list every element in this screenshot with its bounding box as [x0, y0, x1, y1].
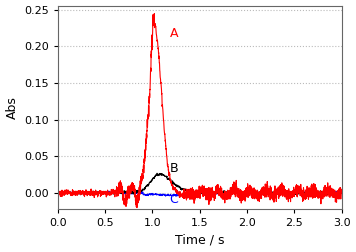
- Text: A: A: [169, 27, 178, 40]
- Y-axis label: Abs: Abs: [6, 96, 19, 119]
- Text: C: C: [169, 193, 178, 206]
- X-axis label: Time / s: Time / s: [175, 233, 225, 246]
- Text: B: B: [169, 162, 178, 175]
